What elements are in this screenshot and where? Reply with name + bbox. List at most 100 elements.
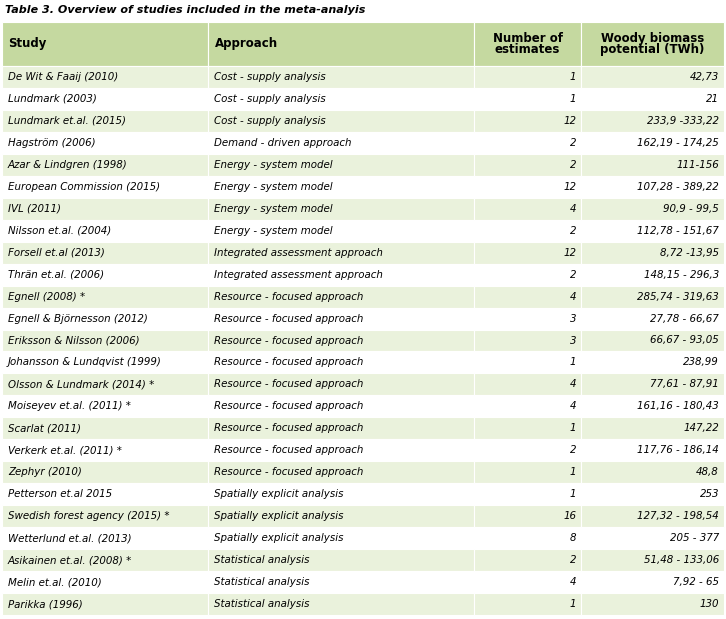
Bar	[2, 110, 208, 132]
Text: Table 3. Overview of studies included in the meta-analyis: Table 3. Overview of studies included in…	[5, 5, 365, 15]
Bar	[208, 264, 474, 285]
Text: 77,61 - 87,91: 77,61 - 87,91	[650, 379, 719, 389]
Text: Energy - system model: Energy - system model	[214, 226, 333, 236]
Bar	[581, 176, 724, 197]
Text: 4: 4	[569, 379, 576, 389]
Text: Statistical analysis: Statistical analysis	[214, 577, 310, 587]
Bar	[474, 197, 581, 220]
Text: 233,9 -333,22: 233,9 -333,22	[647, 116, 719, 126]
Text: Johansson & Lundqvist (1999): Johansson & Lundqvist (1999)	[8, 357, 162, 368]
Bar	[474, 220, 581, 241]
Bar	[2, 329, 208, 352]
Text: 107,28 - 389,22: 107,28 - 389,22	[637, 182, 719, 192]
Bar	[208, 352, 474, 373]
Text: Petterson et.al 2015: Petterson et.al 2015	[8, 489, 112, 499]
Text: Statistical analysis: Statistical analysis	[214, 599, 310, 609]
Text: 16: 16	[563, 511, 576, 521]
Text: Cost - supply analysis: Cost - supply analysis	[214, 94, 326, 104]
Text: Thrän et.al. (2006): Thrän et.al. (2006)	[8, 270, 104, 280]
Text: Asikainen et.al. (2008) *: Asikainen et.al. (2008) *	[8, 555, 132, 565]
Bar	[208, 417, 474, 439]
Text: Swedish forest agency (2015) *: Swedish forest agency (2015) *	[8, 511, 169, 521]
Bar	[474, 527, 581, 549]
Bar	[474, 176, 581, 197]
Text: 1: 1	[569, 489, 576, 499]
Text: 4: 4	[569, 577, 576, 587]
Text: 162,19 - 174,25: 162,19 - 174,25	[637, 138, 719, 148]
Text: Melin et.al. (2010): Melin et.al. (2010)	[8, 577, 102, 587]
Bar	[474, 308, 581, 329]
Bar	[2, 154, 208, 176]
Text: 205 - 377: 205 - 377	[670, 533, 719, 543]
Text: 4: 4	[569, 292, 576, 301]
Text: estimates: estimates	[495, 43, 560, 56]
Bar	[2, 66, 208, 88]
Text: Azar & Lindgren (1998): Azar & Lindgren (1998)	[8, 160, 128, 170]
Text: Nilsson et.al. (2004): Nilsson et.al. (2004)	[8, 226, 111, 236]
Bar	[208, 308, 474, 329]
Bar	[581, 110, 724, 132]
Bar	[208, 176, 474, 197]
Bar	[208, 396, 474, 417]
Bar	[208, 593, 474, 615]
Text: 2: 2	[569, 555, 576, 565]
Text: 7,92 - 65: 7,92 - 65	[673, 577, 719, 587]
Text: Integrated assessment approach: Integrated assessment approach	[214, 270, 383, 280]
Text: Integrated assessment approach: Integrated assessment approach	[214, 248, 383, 258]
Text: 285,74 - 319,63: 285,74 - 319,63	[637, 292, 719, 301]
Bar	[581, 396, 724, 417]
Text: Energy - system model: Energy - system model	[214, 160, 333, 170]
Text: De Wit & Faaij (2010): De Wit & Faaij (2010)	[8, 72, 118, 82]
Bar	[581, 417, 724, 439]
Bar	[2, 373, 208, 396]
Text: Wetterlund et.al. (2013): Wetterlund et.al. (2013)	[8, 533, 131, 543]
Text: 2: 2	[569, 226, 576, 236]
Bar	[581, 483, 724, 505]
Bar	[2, 220, 208, 241]
Text: 12: 12	[563, 248, 576, 258]
Bar	[474, 110, 581, 132]
Text: Cost - supply analysis: Cost - supply analysis	[214, 72, 326, 82]
Text: 112,78 - 151,67: 112,78 - 151,67	[637, 226, 719, 236]
Bar	[581, 132, 724, 154]
Bar	[2, 571, 208, 593]
Text: 1: 1	[569, 357, 576, 368]
Bar	[581, 439, 724, 461]
Bar	[2, 308, 208, 329]
Text: Resource - focused approach: Resource - focused approach	[214, 423, 364, 433]
Bar	[474, 352, 581, 373]
Text: 8,72 -13,95: 8,72 -13,95	[660, 248, 719, 258]
Bar	[2, 132, 208, 154]
Text: Lundmark (2003): Lundmark (2003)	[8, 94, 97, 104]
Bar	[208, 132, 474, 154]
Text: 48,8: 48,8	[696, 467, 719, 477]
Bar	[2, 396, 208, 417]
Text: Verkerk et.al. (2011) *: Verkerk et.al. (2011) *	[8, 445, 122, 456]
Bar	[474, 264, 581, 285]
Text: 1: 1	[569, 94, 576, 104]
Text: 2: 2	[569, 138, 576, 148]
Bar	[2, 285, 208, 308]
Text: 4: 4	[569, 401, 576, 412]
Bar	[208, 373, 474, 396]
Bar	[208, 483, 474, 505]
Bar	[208, 329, 474, 352]
Bar	[208, 66, 474, 88]
Bar	[581, 352, 724, 373]
Text: 2: 2	[569, 160, 576, 170]
Bar	[581, 154, 724, 176]
Bar	[474, 22, 581, 66]
Text: 1: 1	[569, 467, 576, 477]
Text: 42,73: 42,73	[690, 72, 719, 82]
Bar	[208, 439, 474, 461]
Text: 1: 1	[569, 72, 576, 82]
Text: 147,22: 147,22	[683, 423, 719, 433]
Bar	[208, 22, 474, 66]
Text: 2: 2	[569, 270, 576, 280]
Text: 130: 130	[699, 599, 719, 609]
Bar	[474, 66, 581, 88]
Text: 2: 2	[569, 445, 576, 456]
Bar	[581, 197, 724, 220]
Bar	[474, 571, 581, 593]
Text: 3: 3	[569, 335, 576, 345]
